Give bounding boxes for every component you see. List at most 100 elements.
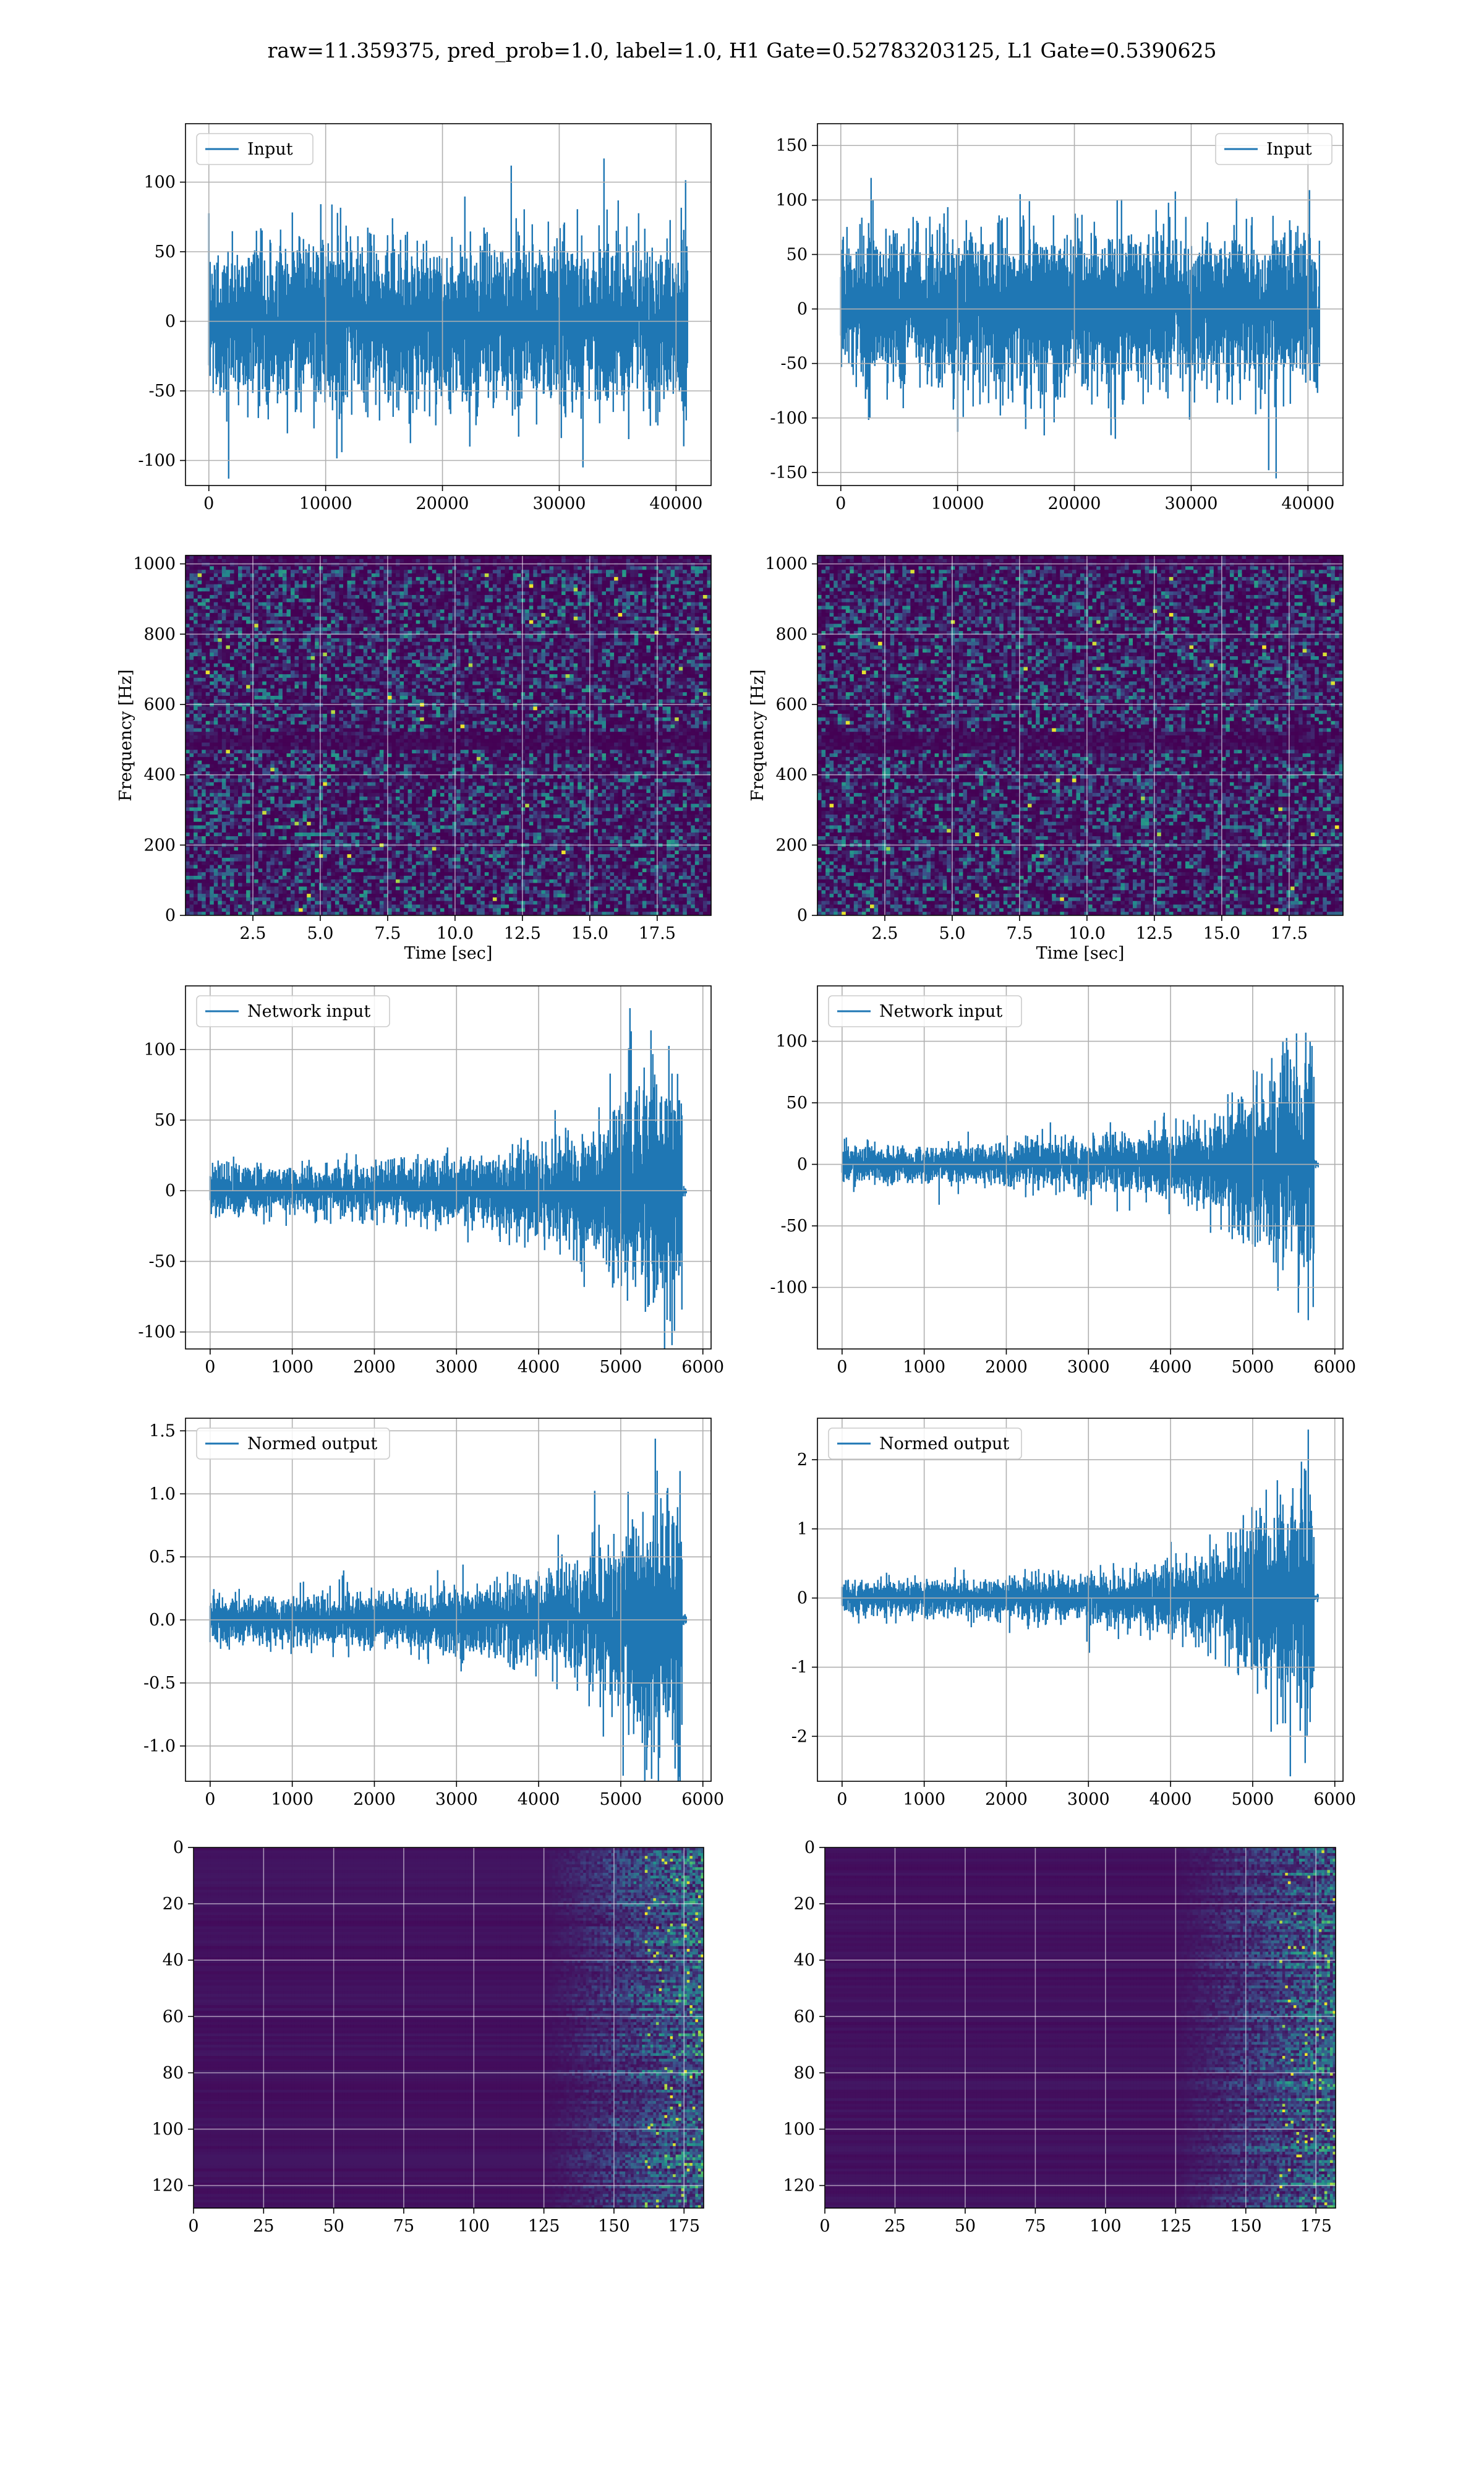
y-tick-label: 120 xyxy=(783,2177,815,2196)
y-tick-label: 2 xyxy=(797,1450,808,1470)
y-tick-label: 800 xyxy=(775,625,808,644)
legend-label: Normed output xyxy=(879,1434,1009,1453)
y-tick-label: 80 xyxy=(163,2063,184,2082)
x-tick-label: 175 xyxy=(668,2217,700,2236)
x-tick-label: 12.5 xyxy=(504,924,541,943)
plot-area xyxy=(817,555,1344,916)
y-tick-label: 0 xyxy=(804,1838,815,1857)
y-tick-label: 120 xyxy=(151,2177,184,2196)
x-tick-label: 75 xyxy=(393,2217,414,2236)
y-tick-label: 50 xyxy=(787,245,808,264)
y-tick-label: 200 xyxy=(775,836,808,855)
chart-spec-left: 2.5 5.0 7.5 10.0 12.5 15.0 17.5020040060080010… xyxy=(116,555,712,963)
x-tick-label: 125 xyxy=(528,2217,560,2236)
y-tick-label: -2 xyxy=(791,1727,808,1746)
y-tick-label: -100 xyxy=(770,409,808,428)
legend: Network input xyxy=(829,996,1021,1027)
y-tick-label: 100 xyxy=(775,190,808,210)
y-tick-label: 40 xyxy=(794,1951,815,1970)
plot-area xyxy=(186,986,711,1375)
y-tick-label: -50 xyxy=(781,1217,808,1236)
heatmap-cells xyxy=(194,1847,704,2209)
x-tick-label: 1000 xyxy=(903,1790,945,1809)
chart-netin-right: 0 1000 2000 3000 4000 5000 6000-100-50050100Ne… xyxy=(770,986,1356,1377)
y-tick-label: 40 xyxy=(163,1951,184,1970)
series-line xyxy=(841,178,1320,479)
x-tick-label: 5000 xyxy=(1232,1358,1274,1377)
x-tick-label: 2.5 xyxy=(239,924,266,943)
y-tick-label: 0 xyxy=(797,1155,808,1175)
plot-area xyxy=(825,1847,1336,2209)
y-tick-label: 80 xyxy=(794,2063,815,2082)
legend: Normed output xyxy=(829,1428,1021,1459)
x-tick-label: 3000 xyxy=(435,1790,478,1809)
plot-area xyxy=(817,1418,1343,1781)
x-tick-label: 4000 xyxy=(1149,1358,1192,1377)
y-tick-label: -150 xyxy=(770,463,808,482)
y-tick-label: 100 xyxy=(775,1032,808,1051)
y-tick-label: 0 xyxy=(165,906,176,925)
x-tick-label: 3000 xyxy=(1067,1358,1110,1377)
plot-area xyxy=(194,1847,704,2209)
x-tick-label: 5.0 xyxy=(307,924,333,943)
x-tick-label: 100 xyxy=(458,2217,490,2236)
x-tick-label: 4000 xyxy=(518,1790,560,1809)
y-tick-label: 1.0 xyxy=(149,1484,176,1504)
y-tick-label: -100 xyxy=(138,452,176,471)
x-tick-label: 0 xyxy=(837,1790,847,1809)
x-tick-label: 4000 xyxy=(1149,1790,1192,1809)
x-tick-label: 17.5 xyxy=(639,924,676,943)
x-tick-label: 150 xyxy=(598,2217,630,2236)
x-tick-label: 2000 xyxy=(985,1358,1028,1377)
x-tick-label: 5000 xyxy=(600,1358,642,1377)
x-tick-label: 6000 xyxy=(1313,1358,1356,1377)
y-tick-label: 200 xyxy=(143,836,176,855)
y-tick-label: 0.5 xyxy=(149,1547,176,1567)
y-tick-label: -1 xyxy=(791,1658,808,1677)
y-tick-label: 20 xyxy=(163,1894,184,1914)
y-tick-label: 100 xyxy=(143,1040,176,1059)
y-tick-label: -100 xyxy=(138,1323,176,1342)
heatmap-cells xyxy=(186,555,712,916)
legend-label: Network input xyxy=(879,1002,1002,1021)
x-tick-label: 30000 xyxy=(1164,494,1217,513)
x-tick-label: 2000 xyxy=(353,1358,396,1377)
series-line xyxy=(210,1439,686,1822)
x-tick-label: 10.0 xyxy=(1068,924,1106,943)
y-tick-label: -50 xyxy=(781,354,808,374)
legend-label: Input xyxy=(1266,140,1312,159)
plot-area xyxy=(817,986,1343,1349)
x-tick-label: 150 xyxy=(1230,2217,1262,2236)
x-tick-label: 15.0 xyxy=(1203,924,1240,943)
y-tick-label: 0.0 xyxy=(149,1611,176,1630)
y-tick-label: -1.0 xyxy=(143,1737,176,1756)
y-tick-label: 0 xyxy=(173,1838,184,1857)
y-tick-label: 1000 xyxy=(765,555,808,574)
x-tick-label: 0 xyxy=(205,1790,215,1809)
y-tick-label: 60 xyxy=(163,2007,184,2026)
x-tick-label: 6000 xyxy=(1313,1790,1356,1809)
legend: Input xyxy=(197,134,313,165)
x-tick-label: 3000 xyxy=(1067,1790,1110,1809)
y-tick-label: 0 xyxy=(797,1589,808,1608)
y-tick-label: 100 xyxy=(783,2120,815,2139)
y-tick-label: -50 xyxy=(149,1252,176,1271)
x-tick-label: 0 xyxy=(835,494,846,513)
legend: Input xyxy=(1216,134,1332,165)
heatmap-cells xyxy=(817,555,1344,916)
x-tick-label: 1000 xyxy=(271,1790,313,1809)
x-tick-label: 5000 xyxy=(600,1790,642,1809)
x-tick-label: 6000 xyxy=(681,1790,724,1809)
y-tick-label: 600 xyxy=(775,695,808,714)
plot-area xyxy=(186,555,712,916)
plot-area xyxy=(186,1418,711,1822)
y-tick-label: 0 xyxy=(797,906,808,925)
x-tick-label: 25 xyxy=(884,2217,905,2236)
x-tick-label: 40000 xyxy=(649,494,702,513)
y-tick-label: 50 xyxy=(787,1094,808,1113)
y-tick-label: 100 xyxy=(143,173,176,192)
y-tick-label: 400 xyxy=(775,766,808,785)
